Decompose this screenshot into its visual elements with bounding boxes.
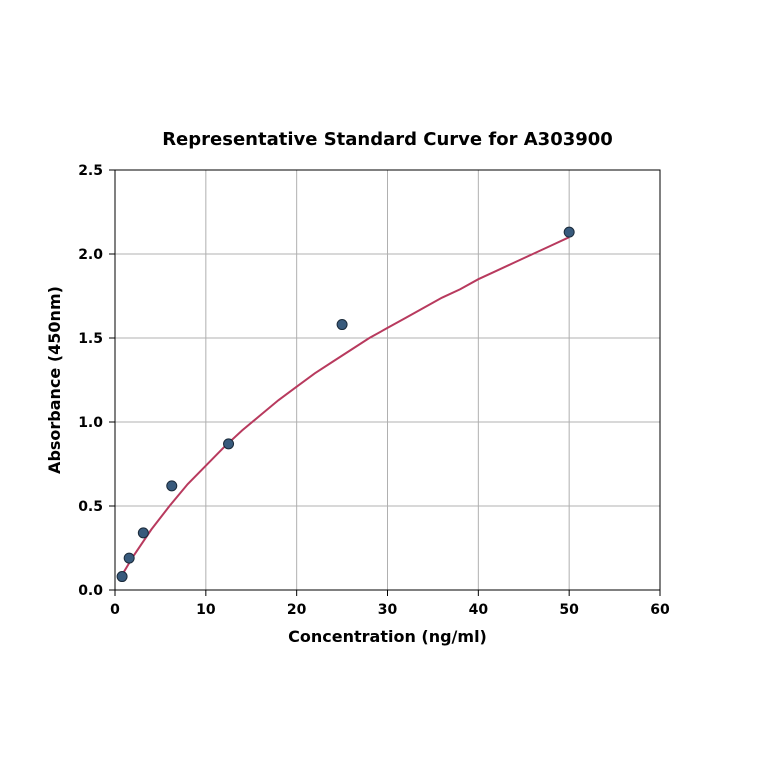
x-ticks: 0 10 20 30 40 50 60 <box>110 590 670 618</box>
data-point <box>337 320 347 330</box>
x-tick-label: 10 <box>196 602 216 618</box>
y-tick-label: 1.0 <box>78 415 103 431</box>
chart-container: 0 10 20 30 40 50 60 0.0 0.5 1.0 1.5 2.0 2.5 Represe… <box>0 0 764 764</box>
chart-title: Representative Standard Curve for A30390… <box>162 129 613 150</box>
y-axis-label: Absorbance (450nm) <box>45 286 64 474</box>
x-tick-label: 20 <box>287 602 307 618</box>
y-tick-label: 1.5 <box>78 331 103 347</box>
x-axis-label: Concentration (ng/ml) <box>288 627 487 646</box>
y-tick-label: 2.5 <box>78 163 103 179</box>
data-point <box>124 553 134 563</box>
x-tick-label: 60 <box>650 602 670 618</box>
x-tick-label: 30 <box>378 602 398 618</box>
y-tick-label: 0.0 <box>78 583 103 599</box>
x-tick-label: 40 <box>469 602 489 618</box>
data-point <box>117 572 127 582</box>
data-point <box>167 481 177 491</box>
y-ticks: 0.0 0.5 1.0 1.5 2.0 2.5 <box>78 163 115 599</box>
x-tick-label: 0 <box>110 602 120 618</box>
data-point <box>138 528 148 538</box>
x-tick-label: 50 <box>559 602 579 618</box>
y-tick-label: 2.0 <box>78 247 103 263</box>
y-tick-label: 0.5 <box>78 499 103 515</box>
chart-svg: 0 10 20 30 40 50 60 0.0 0.5 1.0 1.5 2.0 2.5 Represe… <box>0 0 764 764</box>
data-point <box>564 227 574 237</box>
data-point <box>224 439 234 449</box>
